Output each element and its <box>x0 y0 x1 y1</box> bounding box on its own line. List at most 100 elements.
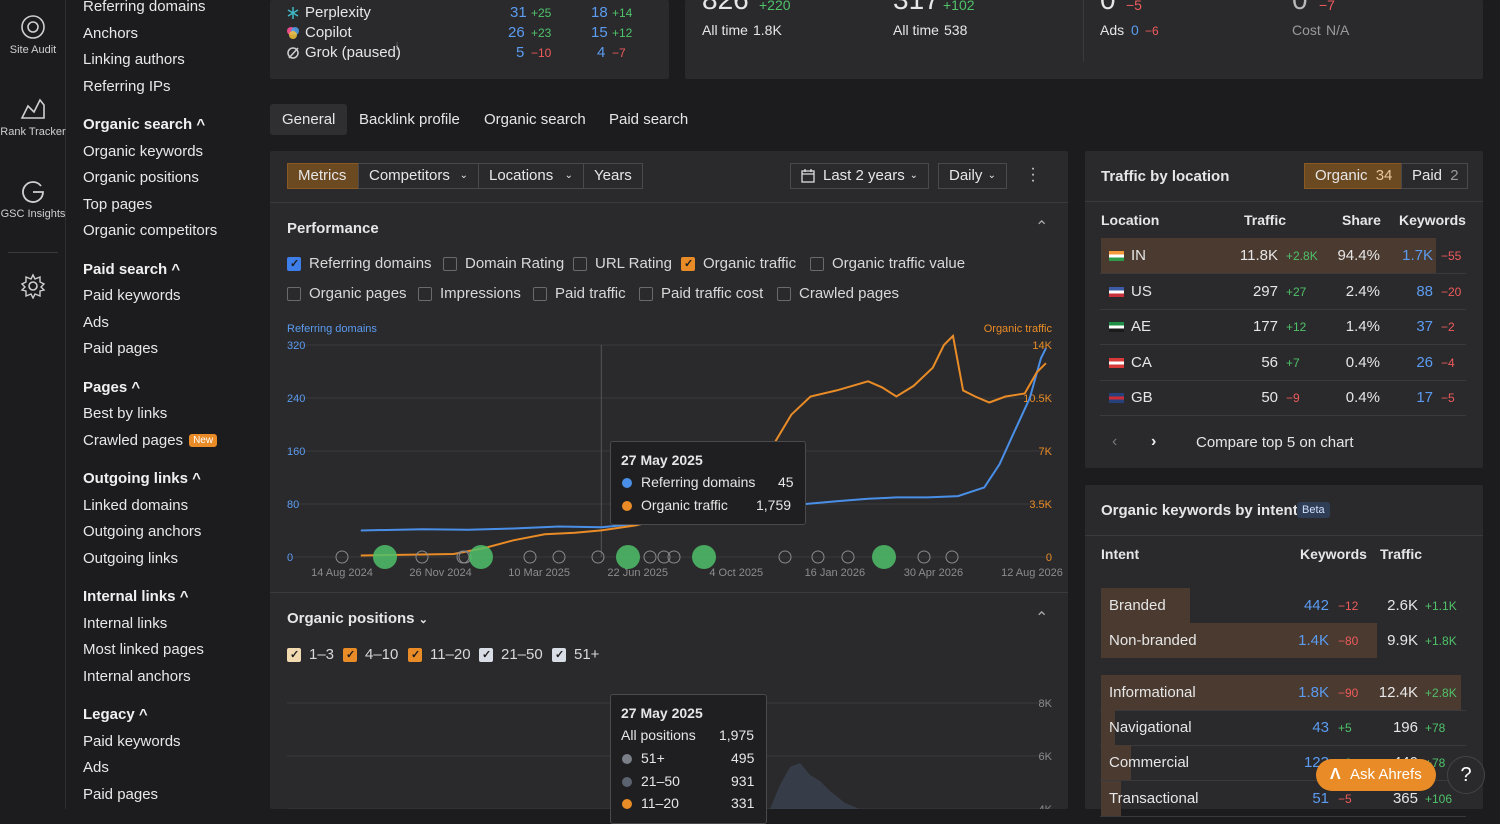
metric-checkbox-label[interactable]: Domain Rating <box>465 255 565 272</box>
segment-metrics[interactable]: Metrics <box>287 163 359 189</box>
position-checkbox-label[interactable]: 21–50 <box>501 646 543 663</box>
sidebar-item[interactable]: Ads <box>83 759 109 776</box>
metric-checkbox-label[interactable]: Organic pages <box>309 285 407 302</box>
metric-checkbox-label[interactable]: Organic traffic value <box>832 255 966 272</box>
location-traffic[interactable]: 50 <box>1261 389 1278 407</box>
annotation-marker[interactable] <box>811 550 825 564</box>
metric-checkbox-label[interactable]: Referring domains <box>309 255 432 272</box>
sidebar-item[interactable]: Best by links <box>83 405 167 422</box>
more-options-icon[interactable]: · · · <box>1030 160 1036 189</box>
position-checkbox[interactable]: ✓ <box>408 648 422 662</box>
annotation-marker[interactable] <box>657 550 671 564</box>
sidebar-item[interactable]: Paid keywords <box>83 287 181 304</box>
position-checkbox-label[interactable]: 4–10 <box>365 646 399 663</box>
annotation-marker[interactable] <box>373 545 397 569</box>
annotation-marker[interactable] <box>591 550 605 564</box>
metric-checkbox-label[interactable]: Organic traffic <box>703 255 797 272</box>
sidebar-item[interactable]: Top pages <box>83 196 152 213</box>
annotation-marker[interactable] <box>667 550 681 564</box>
segment-locations[interactable]: Locations ⌄ <box>478 163 584 189</box>
metric-checkbox-label[interactable]: Paid traffic cost <box>661 285 764 302</box>
sidebar-item[interactable]: Anchors <box>83 24 139 42</box>
stat-value[interactable]: 317 <box>893 0 940 16</box>
metric-checkbox[interactable] <box>573 257 587 271</box>
sidebar-item[interactable]: Internal anchors <box>83 668 191 685</box>
ai-value[interactable]: 4 <box>597 44 606 61</box>
metric-checkbox-label[interactable]: Crawled pages <box>799 285 900 302</box>
location-traffic[interactable]: 56 <box>1261 353 1278 371</box>
location-keywords[interactable]: 1.7K <box>1402 247 1433 264</box>
sidebar-group-title[interactable]: Paid search ^ <box>83 260 181 278</box>
annotation-marker[interactable] <box>415 550 429 564</box>
metric-checkbox[interactable]: ✓ <box>681 257 695 271</box>
metric-checkbox[interactable] <box>777 287 791 301</box>
position-checkbox[interactable]: ✓ <box>479 648 493 662</box>
metric-checkbox[interactable] <box>639 287 653 301</box>
ai-name[interactable]: Grok (paused) <box>305 44 401 61</box>
intent-keywords[interactable]: 43 <box>1312 719 1329 736</box>
collapse-icon[interactable]: ⌃ <box>1035 610 1049 627</box>
collapse-icon[interactable]: ⌃ <box>1035 219 1049 236</box>
location-traffic[interactable]: 11.8K <box>1239 247 1278 264</box>
sidebar-item[interactable]: Paid pages <box>83 340 158 357</box>
metric-checkbox[interactable] <box>810 257 824 271</box>
annotation-marker[interactable] <box>335 550 349 564</box>
location-code[interactable]: GB <box>1131 389 1153 407</box>
next-arrow-icon[interactable]: › <box>1151 433 1157 450</box>
stat-value[interactable]: 826 <box>702 0 749 16</box>
settings-icon[interactable] <box>20 273 46 299</box>
annotation-marker[interactable] <box>945 550 959 564</box>
sidebar-item[interactable]: Paid pages <box>83 786 158 803</box>
intent-keywords[interactable]: 1.4K <box>1298 632 1329 649</box>
stat-sub-value[interactable]: 538 <box>944 22 968 38</box>
sidebar-item[interactable]: Referring domains <box>83 0 206 15</box>
annotation-marker[interactable] <box>692 545 716 569</box>
location-traffic[interactable]: 177 <box>1252 318 1278 336</box>
annotation-marker[interactable] <box>643 550 657 564</box>
metric-checkbox-label[interactable]: URL Rating <box>595 255 672 272</box>
metric-checkbox-label[interactable]: Impressions <box>440 285 521 302</box>
metric-checkbox[interactable] <box>443 257 457 271</box>
location-code[interactable]: IN <box>1131 247 1146 264</box>
sidebar-item[interactable]: Crawled pages New <box>83 432 218 449</box>
annotation-marker[interactable] <box>523 550 537 564</box>
sidebar-item[interactable]: Paid keywords <box>83 733 181 750</box>
sidebar-item[interactable]: Linked domains <box>83 497 188 514</box>
sidebar-item[interactable]: Organic keywords <box>83 143 203 160</box>
sidebar-item[interactable]: Referring IPs <box>83 77 171 95</box>
ai-value[interactable]: 31 <box>510 4 527 21</box>
help-button[interactable]: ? <box>1447 756 1485 794</box>
annotation-marker[interactable] <box>778 550 792 564</box>
annotation-marker[interactable] <box>552 550 566 564</box>
sidebar-item[interactable]: Outgoing anchors <box>83 523 201 540</box>
location-code[interactable]: US <box>1131 282 1152 300</box>
tab-backlink-profile[interactable]: Backlink profile <box>359 111 460 128</box>
info-icon[interactable]: i <box>396 42 399 53</box>
position-checkbox-label[interactable]: 11–20 <box>430 646 471 663</box>
ai-value[interactable]: 18 <box>591 4 608 21</box>
sidebar-group-title[interactable]: Internal links ^ <box>83 588 189 605</box>
annotation-marker[interactable] <box>917 550 931 564</box>
location-keywords[interactable]: 88 <box>1416 282 1433 300</box>
tab-organic-search[interactable]: Organic search <box>484 111 586 128</box>
tab-paid-search[interactable]: Paid search <box>609 111 689 128</box>
sidebar-item[interactable]: Internal links <box>83 615 167 632</box>
series-line-organic-traffic[interactable] <box>360 333 1047 557</box>
annotation-marker[interactable] <box>469 545 493 569</box>
location-keywords[interactable]: 37 <box>1416 318 1433 336</box>
location-code[interactable]: AE <box>1131 318 1152 336</box>
sidebar-item[interactable]: Organic competitors <box>83 222 217 239</box>
position-checkbox-label[interactable]: 1–3 <box>309 646 335 663</box>
stat-sub-value[interactable]: 1.8K <box>753 22 782 38</box>
ai-name[interactable]: Perplexity <box>305 4 371 21</box>
series-line-referring-domains[interactable] <box>360 347 1047 532</box>
compare-top-link[interactable]: Compare top 5 on chart <box>1196 434 1354 451</box>
rail-rank-tracker[interactable]: Rank Tracker <box>0 96 66 138</box>
location-keywords[interactable]: 26 <box>1416 353 1433 371</box>
metric-checkbox-label[interactable]: Paid traffic <box>555 285 626 302</box>
segment-competitors[interactable]: Competitors ⌄ <box>358 163 479 189</box>
stat-value[interactable]: 0 <box>1100 0 1116 16</box>
granularity-select[interactable]: Daily ⌄ <box>938 163 1007 189</box>
location-code[interactable]: CA <box>1131 353 1152 371</box>
location-traffic[interactable]: 297 <box>1252 282 1278 300</box>
